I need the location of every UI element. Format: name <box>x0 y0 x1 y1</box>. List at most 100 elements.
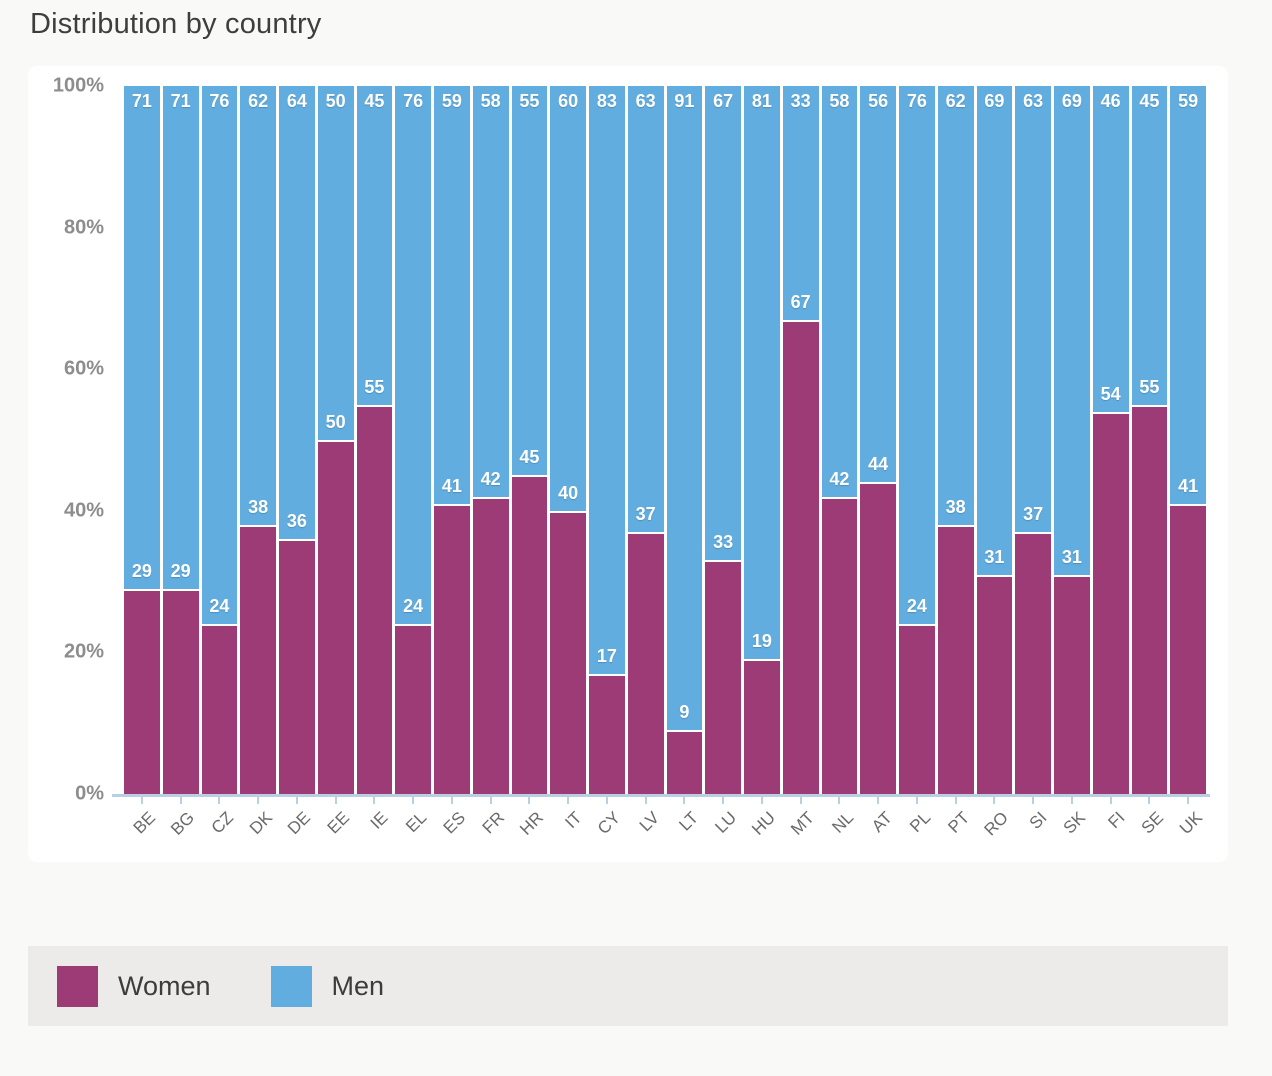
bar-men-DE[interactable] <box>279 86 315 540</box>
bar-column-DK[interactable]: 62 38 <box>240 86 276 794</box>
bar-men-IT[interactable] <box>550 86 586 511</box>
bar-column-MT[interactable]: 33 67 <box>782 86 819 794</box>
bar-men-EE[interactable] <box>317 86 354 440</box>
bar-men-BG[interactable] <box>162 86 199 589</box>
bar-men-CZ[interactable] <box>201 86 238 625</box>
bar-men-NL[interactable] <box>821 86 858 497</box>
bar-women-NL[interactable] <box>821 496 858 794</box>
bar-women-CZ[interactable] <box>201 624 238 794</box>
bar-men-HU[interactable] <box>744 86 780 660</box>
bar-column-DE[interactable]: 64 36 <box>279 86 315 794</box>
bar-men-SE[interactable] <box>1131 86 1168 405</box>
bar-women-SI[interactable] <box>1015 532 1051 794</box>
bar-column-BE[interactable]: 71 29 <box>124 86 160 794</box>
bar-column-IT[interactable]: 60 40 <box>550 86 586 794</box>
bar-men-AT[interactable] <box>860 86 896 483</box>
bar-column-LV[interactable]: 63 37 <box>627 86 664 794</box>
x-axis-tick <box>915 797 918 804</box>
x-axis-label-text: DK <box>245 808 276 839</box>
bar-men-IE[interactable] <box>356 86 393 405</box>
bar-column-UK[interactable]: 59 41 <box>1170 86 1206 794</box>
bar-men-CY[interactable] <box>589 86 625 674</box>
x-axis-label-text: LV <box>635 808 664 836</box>
bar-column-IE[interactable]: 45 55 <box>356 86 393 794</box>
bar-column-CZ[interactable]: 76 24 <box>201 86 238 794</box>
x-axis-tick <box>218 797 221 804</box>
x-axis-label-text: SI <box>1025 808 1051 833</box>
bar-women-PT[interactable] <box>937 524 974 794</box>
bar-men-DK[interactable] <box>240 86 276 525</box>
x-axis-label-text: UK <box>1175 808 1206 839</box>
bar-women-CY[interactable] <box>589 673 625 794</box>
bar-women-SK[interactable] <box>1054 574 1090 794</box>
bar-men-MT[interactable] <box>782 86 819 320</box>
x-axis-label-text: LT <box>675 808 702 835</box>
bar-column-PT[interactable]: 62 38 <box>937 86 974 794</box>
bar-column-CY[interactable]: 83 17 <box>589 86 625 794</box>
bar-women-UK[interactable] <box>1170 503 1206 794</box>
bar-men-UK[interactable] <box>1170 86 1206 504</box>
bar-women-FR[interactable] <box>472 496 509 794</box>
bar-men-LU[interactable] <box>705 86 741 561</box>
bar-women-SE[interactable] <box>1131 404 1168 794</box>
bar-column-LT[interactable]: 91 9 <box>666 86 703 794</box>
bar-men-RO[interactable] <box>976 86 1013 575</box>
x-axis-label-text: HR <box>516 808 547 839</box>
bar-column-HU[interactable]: 81 19 <box>744 86 780 794</box>
bar-column-FR[interactable]: 58 42 <box>472 86 509 794</box>
bar-column-SK[interactable]: 69 31 <box>1054 86 1090 794</box>
bar-women-DK[interactable] <box>240 524 276 794</box>
bar-women-EL[interactable] <box>395 624 431 794</box>
bar-column-EL[interactable]: 76 24 <box>395 86 431 794</box>
bar-column-NL[interactable]: 58 42 <box>821 86 858 794</box>
bar-column-FI[interactable]: 46 54 <box>1092 86 1129 794</box>
bar-women-BE[interactable] <box>124 588 160 794</box>
bar-men-SK[interactable] <box>1054 86 1090 575</box>
chart-panel: 100% 80% 60% 40% 20% 0% 71 29 71 29 76 24 62 38 64 36 5… <box>28 66 1228 862</box>
bar-column-PL[interactable]: 76 24 <box>899 86 935 794</box>
bar-women-AT[interactable] <box>860 482 896 794</box>
bar-column-ES[interactable]: 59 41 <box>434 86 470 794</box>
bar-men-LV[interactable] <box>627 86 664 533</box>
bar-women-HR[interactable] <box>511 475 548 794</box>
bar-women-LU[interactable] <box>705 560 741 794</box>
bar-women-DE[interactable] <box>279 539 315 794</box>
bar-men-ES[interactable] <box>434 86 470 504</box>
bar-column-SE[interactable]: 45 55 <box>1131 86 1168 794</box>
bar-column-RO[interactable]: 69 31 <box>976 86 1013 794</box>
bar-men-PT[interactable] <box>937 86 974 525</box>
legend-label-men: Men <box>331 970 385 1001</box>
bar-column-HR[interactable]: 55 45 <box>511 86 548 794</box>
bar-men-FR[interactable] <box>472 86 509 497</box>
bar-men-HR[interactable] <box>511 86 548 476</box>
bar-women-IT[interactable] <box>550 510 586 794</box>
bar-column-BG[interactable]: 71 29 <box>162 86 199 794</box>
bar-column-LU[interactable]: 67 33 <box>705 86 741 794</box>
bar-men-EL[interactable] <box>395 86 431 625</box>
x-axis-tick <box>1109 797 1112 804</box>
x-axis-label-text: PL <box>906 808 935 837</box>
bar-men-FI[interactable] <box>1092 86 1129 412</box>
bar-men-LT[interactable] <box>666 86 703 731</box>
bar-men-PL[interactable] <box>899 86 935 625</box>
bar-women-HU[interactable] <box>744 659 780 794</box>
x-axis-tick <box>295 797 298 804</box>
bar-men-SI[interactable] <box>1015 86 1051 533</box>
bar-men-BE[interactable] <box>124 86 160 589</box>
bar-women-IE[interactable] <box>356 404 393 794</box>
bar-women-FI[interactable] <box>1092 411 1129 794</box>
y-axis-tick-label: 20% <box>63 640 104 663</box>
bar-women-LV[interactable] <box>627 532 664 794</box>
x-axis-tick <box>838 797 841 804</box>
bar-women-MT[interactable] <box>782 319 819 794</box>
bar-column-EE[interactable]: 50 50 <box>317 86 354 794</box>
bar-column-SI[interactable]: 63 37 <box>1015 86 1051 794</box>
bar-women-BG[interactable] <box>162 588 199 794</box>
bar-women-PL[interactable] <box>899 624 935 794</box>
bar-column-AT[interactable]: 56 44 <box>860 86 896 794</box>
x-axis-tick <box>257 797 260 804</box>
bar-women-RO[interactable] <box>976 574 1013 794</box>
bar-women-LT[interactable] <box>666 730 703 794</box>
bar-women-ES[interactable] <box>434 503 470 794</box>
bar-women-EE[interactable] <box>317 440 354 794</box>
